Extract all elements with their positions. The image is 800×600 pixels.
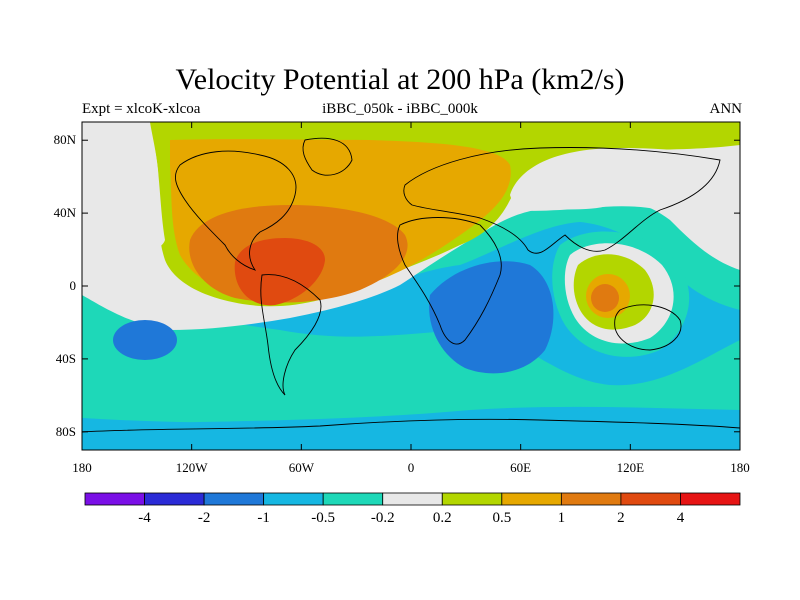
legend-swatch xyxy=(263,492,324,506)
legend-boxes xyxy=(84,492,741,506)
y-tick-label: 0 xyxy=(69,278,77,293)
y-tick-label: 40N xyxy=(53,205,76,221)
legend-label: 0.5 xyxy=(492,510,512,526)
legend-swatch xyxy=(620,492,681,506)
x-tick-label: 180 xyxy=(72,460,92,475)
x-tick-label: 60E xyxy=(510,460,532,475)
contour-blue-africa xyxy=(429,261,554,374)
contour-white-pacific-north xyxy=(82,139,165,250)
legend-swatch xyxy=(322,492,384,506)
coastline-australia xyxy=(614,304,682,351)
legend-label: 0.2 xyxy=(432,510,452,526)
legend-label: 1 xyxy=(557,510,566,526)
legend-label: -1 xyxy=(257,510,270,526)
legend-label: -0.2 xyxy=(370,510,395,526)
axis-ticks xyxy=(81,122,741,450)
legend-swatch xyxy=(441,492,503,506)
contour-redorange-americas xyxy=(234,238,325,306)
contour-darkorange-maritime xyxy=(591,284,619,312)
legend-label: -4 xyxy=(138,510,151,526)
x-tick-label: 120W xyxy=(175,460,208,475)
legend-label: -0.5 xyxy=(311,510,336,526)
coastline-south-america xyxy=(260,274,322,396)
coastline-antarctica xyxy=(82,418,740,433)
x-tick-label: 120E xyxy=(616,460,645,475)
x-tick-label: 180 xyxy=(730,460,750,475)
legend-label: 4 xyxy=(676,510,685,526)
legend-label: 2 xyxy=(617,510,625,526)
x-tick-label: 0 xyxy=(407,460,415,475)
legend-swatch xyxy=(501,492,562,506)
x-tick-label: 60W xyxy=(288,460,314,475)
legend-swatch xyxy=(382,492,443,506)
legend-swatch xyxy=(680,492,741,506)
coastline-greenland xyxy=(302,137,353,176)
contour-blue-south-pacific xyxy=(113,320,177,360)
contour-white-asia xyxy=(510,148,740,240)
legend-swatch xyxy=(203,492,265,506)
y-tick-label: 40S xyxy=(55,350,76,366)
legend-swatch xyxy=(84,492,145,506)
map-title: Velocity Potential at 200 hPa (km2/s) xyxy=(175,63,625,96)
comparison-label: iBBC_050k - iBBC_000k xyxy=(322,101,478,117)
y-tick-label: 80N xyxy=(53,132,76,148)
legend-swatch xyxy=(560,492,622,506)
legend-swatch xyxy=(144,492,205,506)
legend-label: -2 xyxy=(197,510,211,526)
coastline-eurasia xyxy=(403,147,721,254)
contour-cyan-south xyxy=(82,290,740,423)
experiment-label: Expt = xlcoK-xlcoa xyxy=(82,101,201,117)
season-label: ANN xyxy=(709,101,743,117)
y-tick-label: 80S xyxy=(55,423,76,439)
coastline-north-america xyxy=(174,150,297,271)
coastlines xyxy=(82,137,740,433)
coastline-africa xyxy=(397,217,502,345)
